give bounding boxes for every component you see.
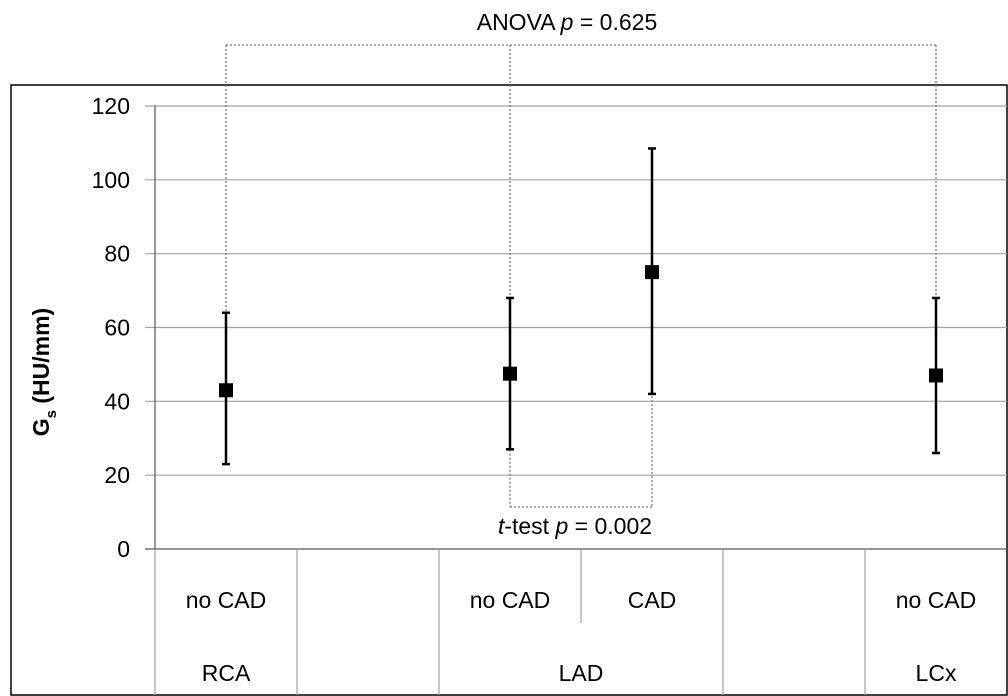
x-category-label: CAD (628, 587, 677, 613)
anova-prefix: ANOVA (477, 9, 561, 35)
y-tick-label: 120 (92, 93, 130, 119)
category-table (154, 549, 866, 695)
x-group-label: LCx (916, 660, 957, 686)
x-category-label: no CAD (896, 587, 977, 613)
ttest-annotation: t-test p = 0.002 (498, 513, 652, 539)
ttest-mid: -test (504, 513, 555, 539)
x-category-label: no CAD (186, 587, 267, 613)
y-tick-label: 80 (104, 241, 130, 267)
data-points (219, 147, 943, 466)
x-group-label: RCA (202, 660, 251, 686)
y-tick-label: 0 (117, 536, 130, 562)
mean-marker (503, 366, 517, 381)
anova-annotation: ANOVA p = 0.625 (477, 9, 658, 35)
y-axis-title: Gs (HU/mm) (28, 308, 60, 436)
y-tick-label: 60 (104, 315, 130, 341)
ttest-p-symbol: p (554, 513, 568, 539)
y-axis-title-unit: (HU/mm) (28, 308, 54, 410)
data-point-group (219, 311, 233, 466)
anova-value: = 0.625 (573, 9, 657, 35)
y-tick-label: 100 (92, 167, 130, 193)
chart-frame (10, 84, 1008, 696)
x-category-label: no CAD (470, 587, 551, 613)
ttest-value: = 0.002 (568, 513, 652, 539)
y-axis-title-subscript: s (43, 410, 60, 418)
anova-p-symbol: p (560, 9, 574, 35)
y-tick-label: 40 (104, 388, 130, 414)
gridlines (145, 105, 1007, 550)
x-group-label: LAD (559, 660, 604, 686)
ttest-t-symbol: t (498, 513, 506, 539)
y-axis-title-main: G (28, 418, 54, 436)
y-tick-labels: 0 20 40 60 80 100 120 (92, 93, 130, 562)
mean-marker (219, 383, 233, 398)
y-tick-label: 20 (104, 462, 130, 488)
significance-brackets (225, 44, 937, 508)
data-point-group (929, 296, 943, 455)
mean-marker (929, 368, 943, 383)
x-category-labels: no CAD no CAD CAD no CAD RCA LAD LCx (186, 587, 977, 686)
data-point-group (503, 296, 517, 451)
data-point-group (645, 147, 659, 396)
mean-marker (645, 265, 659, 280)
